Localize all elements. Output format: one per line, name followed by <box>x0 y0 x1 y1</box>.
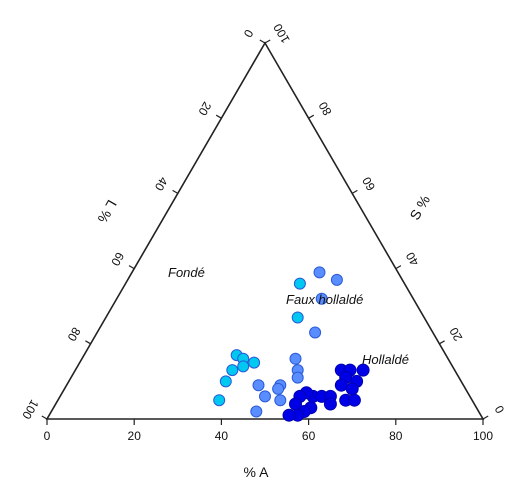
region-label-fonde: Fondé <box>168 265 205 280</box>
tick-l <box>85 340 91 345</box>
tick-s <box>439 340 445 345</box>
data-point <box>272 382 285 395</box>
data-point <box>259 390 271 403</box>
data-point <box>334 378 348 392</box>
data-point <box>313 266 326 279</box>
tick-l <box>215 114 222 119</box>
tick-label-s: 100 <box>270 21 292 46</box>
tick-label-s: 0 <box>492 403 508 416</box>
data-point <box>219 375 232 388</box>
tick-l <box>128 265 135 270</box>
data-points <box>213 266 370 422</box>
data-point <box>356 363 370 377</box>
data-point <box>250 405 263 418</box>
data-point <box>347 393 361 407</box>
tick-label-a: 40 <box>215 429 229 443</box>
data-point <box>226 364 239 377</box>
tick-label-a: 80 <box>389 429 403 443</box>
tick-s <box>351 189 358 194</box>
region-label-faux-hollalde: Faux hollaldé <box>286 292 363 307</box>
data-point <box>289 352 302 365</box>
axis-title-s: S % <box>406 192 433 222</box>
axis-title-l: L % <box>94 197 120 225</box>
ternary-triangle <box>45 41 485 420</box>
data-point <box>274 394 287 407</box>
tick-label-s: 40 <box>403 249 422 268</box>
tick-marks <box>41 39 489 425</box>
tick-label-a: 0 <box>44 429 51 443</box>
data-point <box>252 379 265 392</box>
tick-label-l: 20 <box>195 99 214 118</box>
tick-label-l: 40 <box>152 175 171 194</box>
data-point <box>248 356 261 369</box>
tick-s <box>395 265 402 270</box>
region-label-hollalde: Hollaldé <box>362 352 409 367</box>
tick-s <box>264 39 271 44</box>
tick-label-l: 100 <box>19 397 41 422</box>
tick-l <box>172 189 179 194</box>
data-point <box>330 273 343 286</box>
tick-label-s: 80 <box>316 99 335 118</box>
data-point <box>323 397 337 411</box>
tick-s <box>308 114 315 119</box>
data-point <box>291 311 304 324</box>
data-point <box>282 408 296 422</box>
data-point <box>315 292 328 305</box>
tick-label-l: 80 <box>64 325 83 344</box>
data-point <box>237 360 250 373</box>
data-point <box>345 382 359 396</box>
tick-l <box>259 39 266 44</box>
tick-label-l: 60 <box>108 250 127 269</box>
data-point <box>309 326 322 339</box>
tick-l <box>41 415 48 420</box>
data-point <box>291 371 304 384</box>
axis-title-a: % A <box>244 464 270 480</box>
tick-label-a: 60 <box>302 429 316 443</box>
tick-label-s: 20 <box>446 325 465 344</box>
tick-s <box>482 415 489 420</box>
data-point <box>213 394 226 407</box>
tick-label-a: 100 <box>473 429 493 443</box>
tick-label-l: 0 <box>241 27 257 40</box>
tick-label-a: 20 <box>128 429 142 443</box>
tick-label-s: 60 <box>359 174 378 193</box>
data-point <box>293 277 306 290</box>
